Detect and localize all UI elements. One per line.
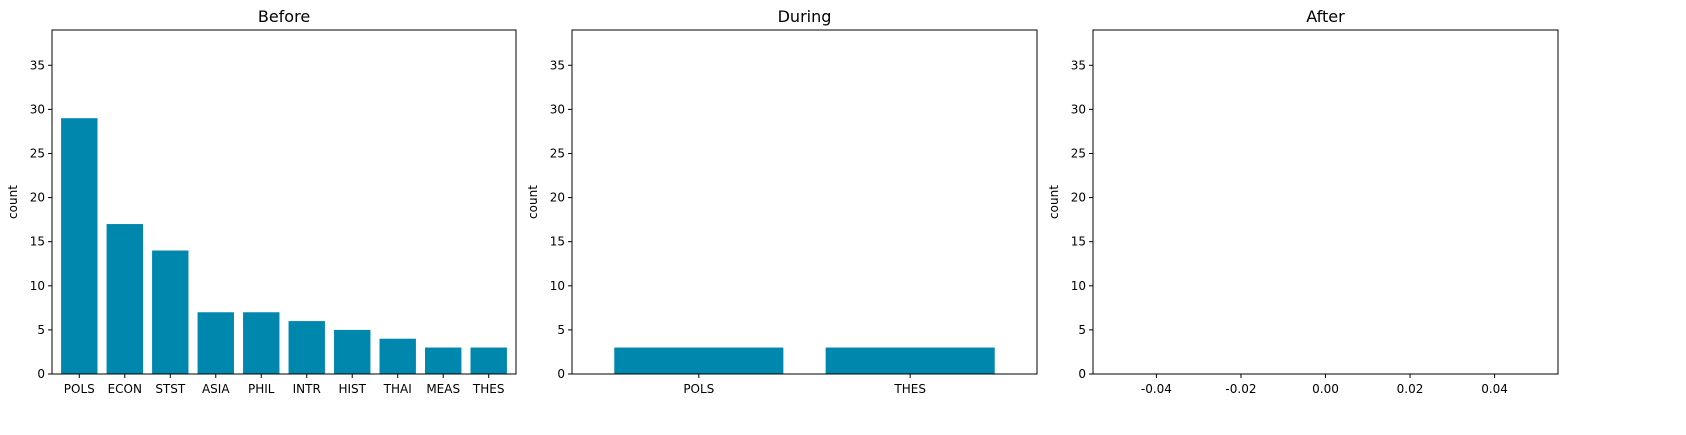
y-axis-label: count bbox=[526, 185, 540, 219]
y-tick-label: 10 bbox=[30, 279, 45, 293]
x-tick-label: ECON bbox=[108, 382, 142, 396]
y-tick-label: 25 bbox=[550, 146, 565, 160]
panel-title: During bbox=[778, 7, 832, 26]
bar bbox=[288, 321, 325, 374]
y-tick-label: 10 bbox=[1071, 279, 1086, 293]
y-tick-label: 20 bbox=[550, 191, 565, 205]
axes-frame bbox=[571, 29, 1038, 375]
x-tick-label: PHIL bbox=[248, 382, 275, 396]
x-tick-label: STST bbox=[155, 382, 186, 396]
x-tick-label: 0.04 bbox=[1481, 382, 1508, 396]
bar bbox=[425, 347, 462, 374]
x-tick-label: 0.00 bbox=[1312, 382, 1339, 396]
x-tick-label: -0.04 bbox=[1141, 382, 1172, 396]
bar bbox=[61, 118, 98, 374]
y-tick-label: 15 bbox=[1071, 235, 1086, 249]
panel-before: Before count POLS ECON STST ASIA PHIL INTR HIS… bbox=[6, 7, 517, 396]
y-axis-label: count bbox=[6, 185, 20, 219]
x-tick-label: 0.02 bbox=[1397, 382, 1424, 396]
y-tick-label: 0 bbox=[37, 367, 45, 381]
panel-during: During count POLS THES 0 5 10 15 20 25 30 35 bbox=[526, 7, 1038, 396]
x-tick-label: INTR bbox=[293, 382, 321, 396]
bar bbox=[825, 347, 995, 374]
x-tick-label: THES bbox=[472, 382, 505, 396]
x-tick-label: THAI bbox=[383, 382, 412, 396]
x-tick-label: THES bbox=[893, 382, 926, 396]
panel-title: After bbox=[1306, 7, 1345, 26]
y-tick-label: 0 bbox=[557, 367, 565, 381]
y-tick-label: 0 bbox=[1078, 367, 1086, 381]
y-tick-label: 30 bbox=[1071, 102, 1086, 116]
bar bbox=[614, 347, 784, 374]
bar bbox=[106, 224, 143, 374]
y-tick-label: 15 bbox=[30, 235, 45, 249]
x-tick-label: ASIA bbox=[202, 382, 230, 396]
axes-frame bbox=[51, 29, 517, 375]
x-tick-label: POLS bbox=[64, 382, 95, 396]
bar bbox=[334, 329, 371, 374]
y-tick-label: 20 bbox=[30, 191, 45, 205]
y-tick-label: 35 bbox=[1071, 58, 1086, 72]
y-tick-label: 35 bbox=[30, 58, 45, 72]
axes-frame bbox=[1092, 29, 1559, 375]
bar bbox=[152, 250, 189, 374]
y-tick-label: 10 bbox=[550, 279, 565, 293]
x-tick-label: -0.02 bbox=[1225, 382, 1256, 396]
y-tick-label: 25 bbox=[30, 146, 45, 160]
y-tick-label: 35 bbox=[550, 58, 565, 72]
panel-title: Before bbox=[258, 7, 310, 26]
x-tick-label: HIST bbox=[338, 382, 366, 396]
y-tick-label: 30 bbox=[30, 102, 45, 116]
y-tick-label: 20 bbox=[1071, 191, 1086, 205]
y-tick-label: 5 bbox=[37, 323, 45, 337]
y-tick-label: 30 bbox=[550, 102, 565, 116]
x-tick-label: MEAS bbox=[426, 382, 460, 396]
y-axis-label: count bbox=[1047, 185, 1061, 219]
bar bbox=[243, 312, 280, 374]
y-tick-label: 5 bbox=[1078, 323, 1086, 337]
x-tick-label: POLS bbox=[683, 382, 714, 396]
bar bbox=[379, 338, 416, 374]
y-tick-label: 25 bbox=[1071, 146, 1086, 160]
y-tick-label: 5 bbox=[557, 323, 565, 337]
bar bbox=[470, 347, 507, 374]
bar bbox=[197, 312, 234, 374]
y-tick-label: 15 bbox=[550, 235, 565, 249]
panel-after: After count -0.04 -0.02 0.00 0.02 0.04 0 5 10 15… bbox=[1047, 7, 1559, 396]
